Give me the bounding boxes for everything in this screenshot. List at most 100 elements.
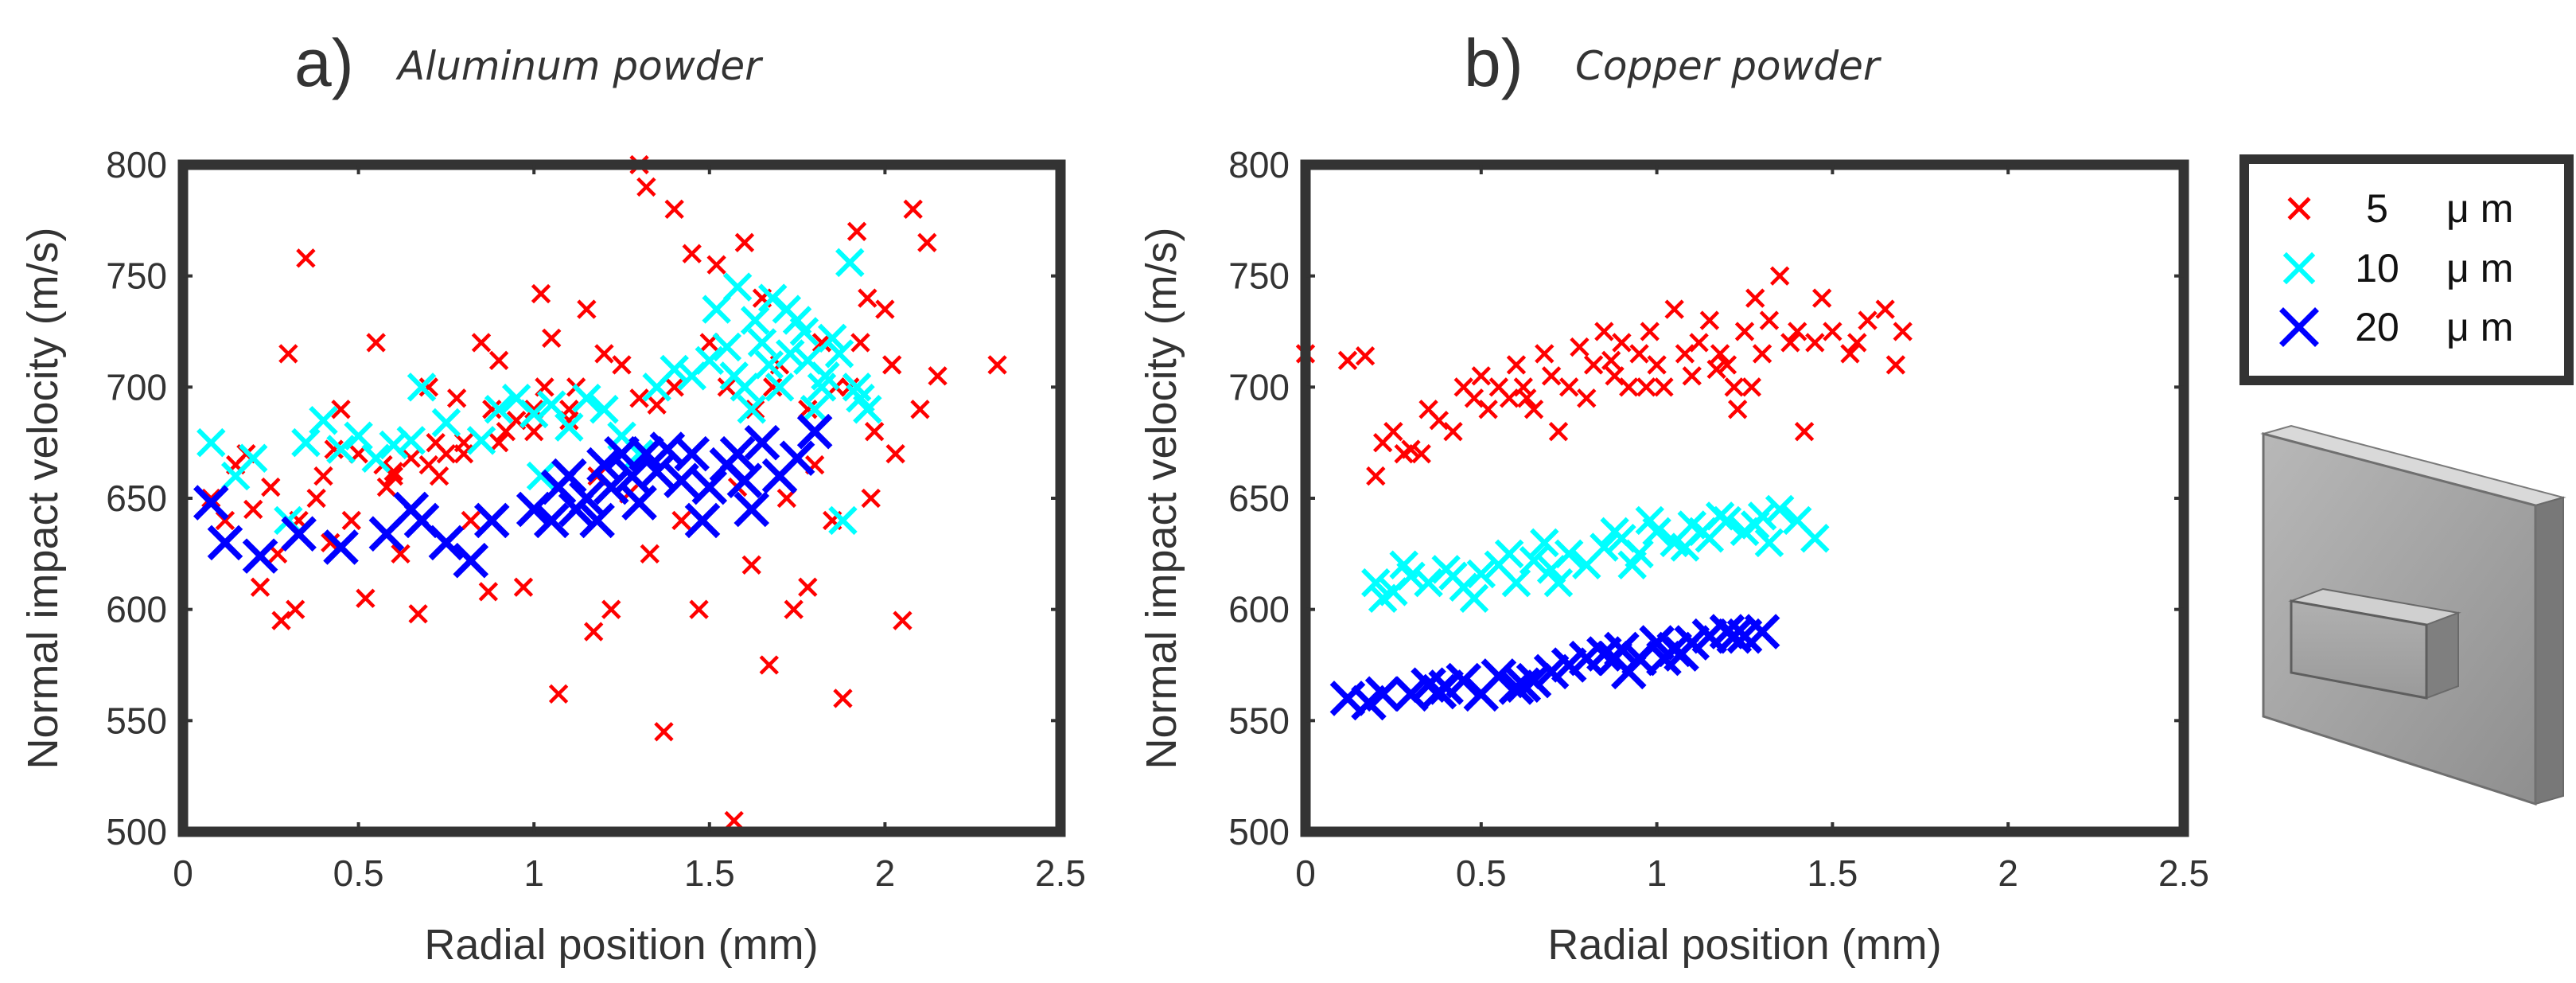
panel-a-point-s20-33 <box>540 469 577 505</box>
panel-b-point-s10-32 <box>1635 505 1665 536</box>
panel-b-plot: 500 550 600 650 700 750 800 0 0.5 1 1.5 2 2.5 Radia… <box>1138 144 2209 969</box>
panel-b-ytick-label: 650 <box>1228 478 1290 519</box>
panel-b-point-s5-61 <box>1811 288 1832 308</box>
panel-b-letter: b) <box>1464 25 1523 100</box>
panel-a-point-s5-56 <box>717 377 737 397</box>
panel-a-xtick-label: 2.5 <box>1035 852 1086 894</box>
panel-a-point-s5-63 <box>776 488 797 509</box>
panel-a-point-s20-23 <box>663 462 699 498</box>
panel-b-point-s5-35 <box>1664 299 1684 319</box>
panel-b-point-s20-27 <box>1505 667 1542 703</box>
panel-b-point-s10-37 <box>1459 583 1489 613</box>
panel-b-point-s5-50 <box>1794 422 1815 442</box>
panel-a-point-s10-49 <box>776 339 805 369</box>
panel-a-point-s5-78 <box>910 400 930 419</box>
panel-a-point-s10-12 <box>431 408 461 438</box>
panel-b-point-s5-31 <box>1629 344 1649 364</box>
panel-a-point-s10-0 <box>197 427 226 458</box>
panel-a-point-s5-79 <box>917 232 937 252</box>
panel-a-xtick-label: 1.5 <box>684 852 735 894</box>
panel-a-point-s5-33 <box>513 577 534 597</box>
panel-b-point-s20-28 <box>1597 640 1632 677</box>
panel-b-xticks: 0 0.5 1 1.5 2 2.5 <box>1295 165 2209 894</box>
panel-a-point-s10-35 <box>765 373 795 402</box>
legend-x-mark-s10 <box>2282 252 2316 285</box>
panel-a-point-s5-51 <box>671 510 691 531</box>
panel-b-point-s5-17 <box>1506 355 1527 375</box>
panel-a-point-s10-29 <box>712 332 742 362</box>
panel-a-xtick-label: 2 <box>875 852 896 894</box>
panel-b-point-s20-25 <box>1744 614 1780 649</box>
panel-a-point-s5-4 <box>261 477 281 497</box>
panel-a-point-s10-7 <box>344 421 373 451</box>
panel-b-point-s5-57 <box>1411 443 1431 464</box>
legend-box <box>2239 154 2574 385</box>
panel-a-point-s10-20 <box>572 384 601 413</box>
panel-a-point-s5-109 <box>784 599 804 619</box>
panel-a-point-s5-105 <box>850 333 870 353</box>
panel-b-point-s5-55 <box>1875 299 1895 319</box>
legend-unit-10um: μ m <box>2446 246 2513 291</box>
panel-a-point-s10-2 <box>238 443 268 473</box>
panel-b-point-s5-26 <box>1583 355 1604 375</box>
panel-b-point-s5-63 <box>1885 355 1906 375</box>
panel-b-point-s5-48 <box>1780 333 1800 353</box>
legend-unit-20um: μ m <box>2446 305 2513 349</box>
legend-marker-20um <box>2279 307 2319 347</box>
panel-b-ytick-label: 550 <box>1228 700 1290 741</box>
panel-a-ytick-label: 700 <box>106 366 167 408</box>
panel-b-point-s5-38 <box>1689 333 1709 353</box>
panel-a-point-s5-44 <box>612 355 632 375</box>
panel-b-point-s20-6 <box>1446 662 1482 699</box>
panel-a-point-s20-8 <box>428 525 465 561</box>
panel-a-point-s10-48 <box>754 350 784 380</box>
panel-b-xtick-label: 0.5 <box>1456 852 1507 894</box>
panel-a-point-s5-93 <box>267 544 288 564</box>
panel-a-point-s10-5 <box>309 405 338 435</box>
panel-b-point-s5-19 <box>1523 400 1544 419</box>
panel-a-point-s5-40 <box>577 299 597 319</box>
panel-b-point-s5-64 <box>1601 350 1621 370</box>
panel-a-point-s20-15 <box>569 480 605 517</box>
legend-marker-5um <box>2287 197 2311 220</box>
panel-a-point-s5-5 <box>271 610 291 630</box>
panel-b-point-s10-29 <box>1494 539 1524 569</box>
legend-entry-20um: 20 μ m <box>2279 305 2513 349</box>
panel-a-point-s20-2 <box>242 538 278 574</box>
panel-a-point-s20-3 <box>281 516 317 552</box>
panel-b-ytick-label: 750 <box>1228 256 1290 297</box>
panel-b-point-s5-60 <box>1727 400 1748 419</box>
panel-b-point-s10-24 <box>1765 494 1795 525</box>
panel-a-point-s20-18 <box>604 435 640 472</box>
panel-b-xtick-label: 1.5 <box>1807 852 1858 894</box>
panel-a-point-s10-50 <box>789 317 819 346</box>
panel-a-point-s5-28 <box>471 333 492 353</box>
panel-a-point-s5-25 <box>446 388 467 408</box>
panel-b-point-s5-46 <box>1759 310 1780 330</box>
legend-value-20um: 20 <box>2355 305 2399 349</box>
panel-b-point-s10-40 <box>1687 517 1718 547</box>
panel-a-point-s5-50 <box>664 199 684 220</box>
panel-a-plot: 500 550 600 650 700 750 800 0 0.5 1 1.5 2 2.5 Radia… <box>19 144 1086 969</box>
panel-a-point-s5-13 <box>341 510 361 531</box>
panel-a-point-s5-35 <box>531 283 551 304</box>
panel-a-point-s20-20 <box>621 485 657 521</box>
panel-b-point-s5-42 <box>1724 377 1744 397</box>
panel-b-point-s20-29 <box>1664 636 1699 672</box>
panel-b-point-s10-3 <box>1414 568 1443 598</box>
panel-a-point-s5-76 <box>893 610 912 630</box>
panel-b-point-s10-38 <box>1530 528 1559 558</box>
panel-a-point-s5-42 <box>594 344 614 364</box>
panel-b-ytick-label: 500 <box>1228 811 1290 852</box>
panel-b-point-s10-35 <box>1741 510 1770 540</box>
panel-b-point-s5-36 <box>1675 344 1695 364</box>
legend-marker-10um <box>2282 252 2316 285</box>
panel-b-point-s10-23 <box>1754 528 1784 558</box>
panel-a-point-s10-10 <box>396 426 426 455</box>
panel-b-point-s5-59 <box>1636 377 1656 397</box>
panel-a-point-s5-36 <box>542 328 562 349</box>
panel-a-xtick-label: 0 <box>173 852 193 894</box>
panel-b-point-s10-9 <box>1519 545 1549 575</box>
panel-a-point-s5-43 <box>601 599 621 619</box>
